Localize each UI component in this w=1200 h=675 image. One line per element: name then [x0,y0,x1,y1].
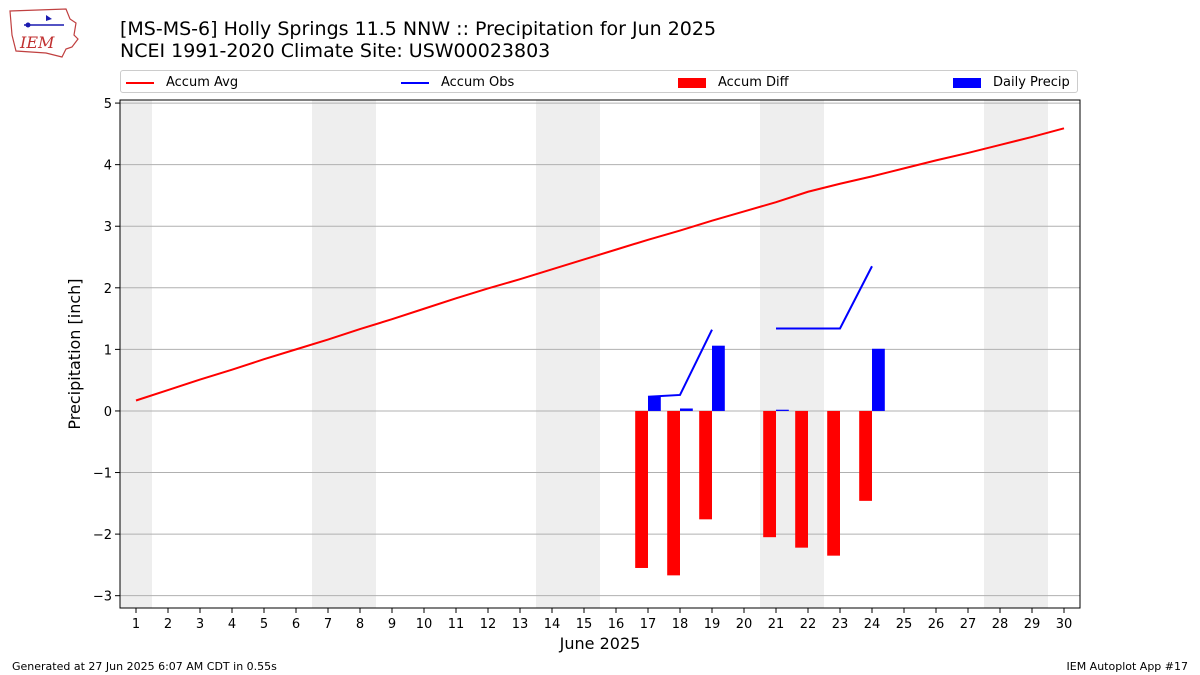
x-tick-label: 20 [736,617,753,632]
chart-title: [MS-MS-6] Holly Springs 11.5 NNW :: Prec… [120,18,717,40]
bar-daily-precip [872,348,885,411]
flag-icon [46,15,52,21]
x-tick-label: 17 [640,617,657,632]
footer-generated: Generated at 27 Jun 2025 6:07 AM CDT in … [12,660,277,673]
x-tick-label: 19 [704,617,721,632]
legend-swatch-accum-obs [401,81,429,84]
line-accum-avg [135,127,1065,402]
bar-daily-precip [712,345,725,411]
y-tick-label: 0 [104,405,112,420]
x-axis-label: June 2025 [559,634,641,653]
y-tick-label: −1 [93,467,112,482]
x-tick-label: 3 [196,617,204,632]
chart-subtitle: NCEI 1991-2020 Climate Site: USW00023803 [120,40,551,62]
y-axis-label: Precipitation [inch] [65,278,84,429]
x-tick-label: 28 [992,617,1009,632]
y-tick-label: 1 [104,343,112,358]
legend-swatch-accum-diff [678,77,706,88]
weekend-band [120,100,152,608]
x-tick-label: 15 [576,617,593,632]
x-tick-label: 4 [228,617,236,632]
y-tick-label: −2 [93,528,112,543]
x-tick-label: 10 [416,617,433,632]
legend-label-accum-avg: Accum Avg [166,75,239,90]
bar-accum-diff [763,410,776,538]
x-tick-label: 6 [292,617,300,632]
x-tick-label: 11 [448,617,465,632]
legend-swatch-accum-avg [126,81,154,84]
legend-label-accum-obs: Accum Obs [441,75,515,90]
y-tick-label: 5 [104,97,112,112]
legend-item-accum-obs: Accum Obs [401,71,514,94]
bar-accum-diff [795,410,808,548]
weekend-band [536,100,600,608]
bar-accum-diff [635,410,648,568]
bar-daily-precip [680,408,693,411]
legend-item-accum-avg: Accum Avg [126,71,238,94]
weekend-band [984,100,1048,608]
x-tick-label: 27 [960,617,977,632]
legend-item-accum-diff: Accum Diff [678,71,789,94]
bar-accum-diff [667,410,680,576]
station-icon [25,22,31,28]
x-tick-label: 23 [832,617,849,632]
x-tick-label: 13 [512,617,529,632]
x-tick-label: 30 [1056,617,1073,632]
legend-swatch-daily-precip [953,77,981,88]
x-tick-label: 24 [864,617,881,632]
x-tick-label: 7 [324,617,332,632]
x-tick-label: 22 [800,617,817,632]
bar-daily-precip [776,409,789,411]
weekend-band [312,100,376,608]
iowa-outline [9,8,79,58]
bar-accum-diff [699,410,712,520]
bar-daily-precip [648,396,661,411]
line-accum-obs [647,329,713,398]
legend-label-daily-precip: Daily Precip [993,75,1070,90]
x-tick-label: 14 [544,617,561,632]
x-tick-label: 16 [608,617,625,632]
x-tick-label: 26 [928,617,945,632]
y-tick-label: 2 [104,282,112,297]
x-tick-label: 1 [132,617,140,632]
x-tick-label: 18 [672,617,689,632]
iem-logo: IEM [9,8,79,58]
legend-item-daily-precip: Daily Precip [953,71,1070,94]
x-tick-label: 2 [164,617,172,632]
x-tick-label: 21 [768,617,785,632]
y-tick-label: 4 [104,159,112,174]
plot-frame [119,99,1081,609]
line-accum-obs [776,265,873,330]
y-tick-label: −3 [93,590,112,605]
bar-accum-diff [859,410,872,501]
x-tick-label: 8 [356,617,364,632]
legend-label-accum-diff: Accum Diff [718,75,789,90]
x-tick-label: 9 [388,617,396,632]
logo-text: IEM [19,33,55,52]
y-tick-label: 3 [104,220,112,235]
legend: Accum Avg Accum Obs Accum Diff Daily Pre… [120,70,1078,93]
bar-accum-diff [827,410,840,556]
x-tick-label: 25 [896,617,913,632]
footer-app: IEM Autoplot App #17 [1066,660,1189,673]
x-tick-label: 29 [1024,617,1041,632]
x-tick-label: 12 [480,617,497,632]
x-tick-label: 5 [260,617,268,632]
